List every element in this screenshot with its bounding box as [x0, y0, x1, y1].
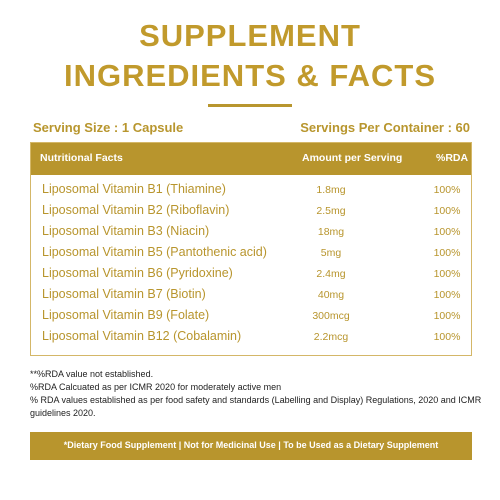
row-amount: 5mg [320, 247, 342, 259]
row-rda: 100% [433, 226, 461, 238]
table-row: Liposomal Vitamin B2 (Riboflavin) 2.5mg … [31, 201, 471, 221]
header-rda: %RDA [436, 152, 469, 164]
table-row: Liposomal Vitamin B3 (Niacin) 18mg 100% [31, 222, 471, 242]
serving-size: Serving Size : 1 Capsule [33, 120, 184, 135]
footnote-fssai-regulations: % RDA values established as per food saf… [30, 395, 482, 418]
row-rda: 100% [433, 184, 461, 196]
footnotes: **%RDA value not established. %RDA Calcu… [30, 368, 485, 420]
row-rda: 100% [433, 310, 461, 322]
disclaimer-text: *Dietary Food Supplement | Not for Medic… [63, 440, 439, 450]
table-row: Liposomal Vitamin B12 (Cobalamin) 2.2mcg… [31, 327, 471, 347]
table-row: Liposomal Vitamin B5 (Pantothenic acid) … [31, 243, 471, 263]
row-amount: 40mg [317, 289, 345, 301]
row-name: Liposomal Vitamin B7 (Biotin) [42, 287, 206, 301]
row-rda: 100% [433, 205, 461, 217]
table-row: Liposomal Vitamin B7 (Biotin) 40mg 100% [31, 285, 471, 305]
nutrition-table: Nutritional Facts Amount per Serving %RD… [30, 142, 472, 356]
row-amount: 2.4mg [316, 268, 346, 280]
title-divider [208, 104, 292, 107]
row-amount: 300mcg [312, 310, 350, 322]
row-name: Liposomal Vitamin B5 (Pantothenic acid) [42, 245, 267, 259]
disclaimer-banner: *Dietary Food Supplement | Not for Medic… [30, 432, 472, 460]
row-name: Liposomal Vitamin B1 (Thiamine) [42, 182, 226, 196]
row-name: Liposomal Vitamin B2 (Riboflavin) [42, 203, 230, 217]
row-name: Liposomal Vitamin B12 (Cobalamin) [42, 329, 242, 343]
header-nutritional-facts: Nutritional Facts [40, 152, 123, 164]
row-name: Liposomal Vitamin B6 (Pyridoxine) [42, 266, 233, 280]
row-amount: 2.2mcg [313, 331, 349, 343]
footnote-rda-not-established: **%RDA value not established. [30, 369, 154, 379]
footnote-icmr-calculation: %RDA Calcuated as per ICMR 2020 for mode… [30, 382, 282, 392]
row-rda: 100% [433, 289, 461, 301]
row-rda: 100% [433, 268, 461, 280]
table-header: Nutritional Facts Amount per Serving %RD… [31, 143, 471, 175]
page-title-line-1: SUPPLEMENT [139, 18, 361, 53]
row-rda: 100% [433, 247, 461, 259]
row-amount: 18mg [317, 226, 345, 238]
row-amount: 2.5mg [316, 205, 346, 217]
row-rda: 100% [433, 331, 461, 343]
table-row: Liposomal Vitamin B1 (Thiamine) 1.8mg 10… [31, 180, 471, 200]
servings-per-container: Servings Per Container : 60 [300, 120, 470, 135]
header-amount-per-serving: Amount per Serving [302, 152, 403, 164]
table-row: Liposomal Vitamin B6 (Pyridoxine) 2.4mg … [31, 264, 471, 284]
row-name: Liposomal Vitamin B3 (Niacin) [42, 224, 210, 238]
row-amount: 1.8mg [316, 184, 346, 196]
row-name: Liposomal Vitamin B9 (Folate) [42, 308, 210, 322]
page-title-line-2: INGREDIENTS & FACTS [63, 58, 437, 93]
table-row: Liposomal Vitamin B9 (Folate) 300mcg 100… [31, 306, 471, 326]
